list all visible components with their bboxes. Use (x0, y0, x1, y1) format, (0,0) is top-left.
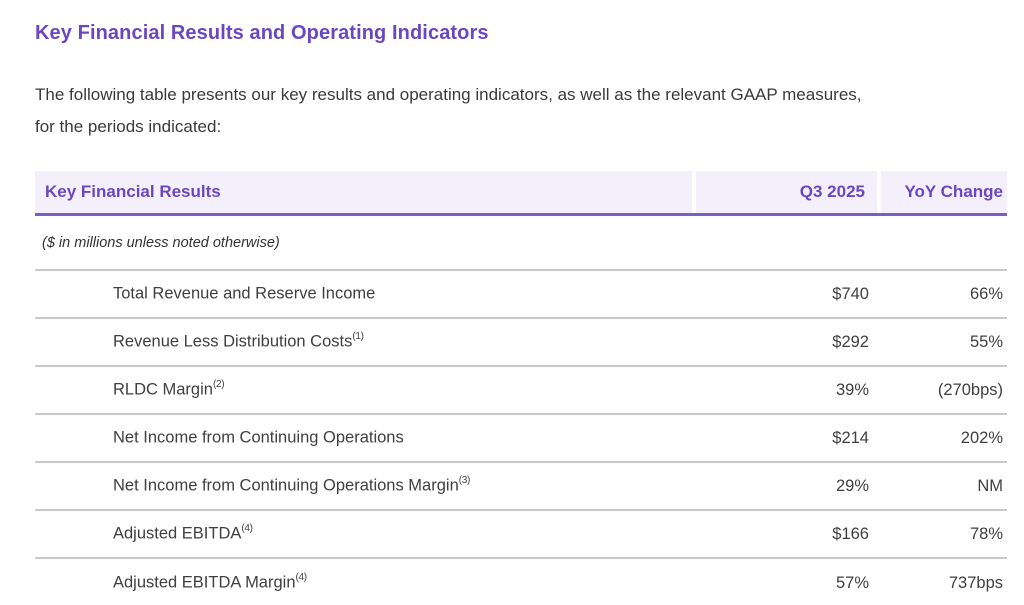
footnote-marker: (4) (295, 572, 308, 584)
row-yoy-value: 202% (960, 428, 1003, 447)
footnote-marker: (4) (241, 523, 253, 535)
row-yoy-value: 737bps (948, 573, 1003, 592)
row-period-value: 39% (835, 380, 869, 399)
row-yoy-value: 55% (969, 332, 1003, 351)
footnote-marker: (3) (458, 475, 471, 487)
row-label: Adjusted EBITDA Margin(4) (35, 572, 700, 593)
row-label-text: Revenue Less Distribution Costs (113, 332, 353, 351)
table-row: Net Income from Continuing Operations Ma… (35, 463, 1007, 511)
table-row: Revenue Less Distribution Costs(1) $292 … (35, 319, 1007, 367)
footnote-marker: (1) (352, 331, 364, 343)
row-label: Revenue Less Distribution Costs(1) (35, 331, 700, 352)
row-period-value: 29% (835, 476, 869, 495)
row-period-value: 57% (835, 573, 869, 592)
row-label-text: RLDC Margin (113, 380, 213, 399)
row-label-text: Net Income from Continuing Operations (113, 428, 404, 447)
column-header-key-financial-results: Key Financial Results (35, 171, 692, 213)
unit-note: ($ in millions unless noted otherwise) (42, 234, 280, 251)
intro-paragraph: The following table presents our key res… (35, 85, 862, 136)
row-yoy-value: 66% (969, 284, 1003, 303)
row-label: Adjusted EBITDA(4) (35, 523, 700, 544)
table-row: Adjusted EBITDA(4) $166 78% (35, 511, 1007, 559)
row-label-text: Net Income from Continuing Operations Ma… (113, 476, 459, 495)
table-row: RLDC Margin(2) 39% (270bps) (35, 367, 1007, 415)
row-label: Net Income from Continuing Operations (35, 428, 700, 448)
row-label-text: Adjusted EBITDA (113, 524, 242, 543)
row-label: RLDC Margin(2) (35, 379, 700, 400)
section-title: Key Financial Results and Operating Indi… (35, 22, 489, 44)
row-label: Net Income from Continuing Operations Ma… (35, 475, 700, 496)
table-body: Total Revenue and Reserve Income $740 66… (35, 271, 1007, 605)
row-yoy-value: (270bps) (937, 380, 1003, 399)
row-label: Total Revenue and Reserve Income (35, 284, 700, 304)
row-period-value: $740 (832, 284, 869, 303)
footnote-marker: (2) (212, 379, 225, 391)
table-row: Adjusted EBITDA Margin(4) 57% 737bps (35, 559, 1007, 605)
column-header-q3-2025: Q3 2025 (696, 171, 877, 213)
unit-note-row: ($ in millions unless noted otherwise) (35, 216, 1007, 271)
row-label-text: Total Revenue and Reserve Income (113, 284, 376, 303)
row-period-value: $292 (832, 332, 869, 351)
table-row: Net Income from Continuing Operations $2… (35, 415, 1007, 463)
row-period-value: $214 (832, 428, 869, 447)
row-period-value: $166 (832, 524, 869, 543)
row-yoy-value: 78% (969, 524, 1003, 543)
table-header-row: Key Financial Results Q3 2025 YoY Change (35, 171, 1007, 216)
key-financial-results-table: Key Financial Results Q3 2025 YoY Change… (35, 171, 1007, 605)
row-label-text: Adjusted EBITDA Margin (113, 573, 296, 592)
table-row: Total Revenue and Reserve Income $740 66… (35, 271, 1007, 319)
column-header-yoy-change: YoY Change (881, 171, 1007, 213)
row-yoy-value: NM (977, 476, 1003, 495)
